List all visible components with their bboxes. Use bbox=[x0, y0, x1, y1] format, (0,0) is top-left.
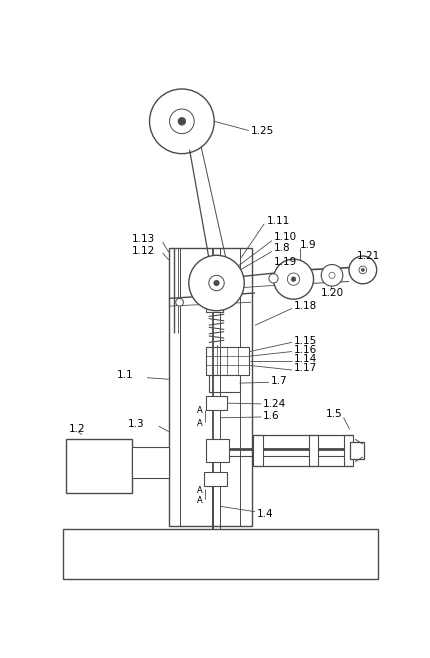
Text: A: A bbox=[197, 405, 203, 415]
Circle shape bbox=[169, 109, 194, 134]
Circle shape bbox=[269, 274, 278, 283]
Circle shape bbox=[150, 89, 214, 154]
Text: 1.3: 1.3 bbox=[128, 419, 144, 429]
Bar bbox=[132, 447, 169, 478]
Circle shape bbox=[176, 299, 184, 306]
Bar bbox=[204, 472, 227, 486]
Bar bbox=[206, 438, 229, 462]
Text: 1.10: 1.10 bbox=[274, 232, 298, 241]
Bar bbox=[254, 436, 263, 467]
Text: 1.12: 1.12 bbox=[132, 245, 155, 256]
Circle shape bbox=[329, 272, 335, 278]
Circle shape bbox=[287, 273, 300, 286]
Bar bbox=[206, 396, 227, 410]
Text: 1.25: 1.25 bbox=[251, 126, 274, 136]
Bar bbox=[344, 436, 353, 467]
Bar bbox=[206, 293, 223, 313]
Text: 1.11: 1.11 bbox=[267, 216, 290, 226]
Text: 1.18: 1.18 bbox=[294, 301, 317, 311]
Circle shape bbox=[189, 255, 244, 311]
Text: 1.6: 1.6 bbox=[263, 411, 280, 421]
Circle shape bbox=[178, 118, 186, 125]
Text: 1.5: 1.5 bbox=[326, 409, 342, 419]
Circle shape bbox=[361, 268, 364, 272]
Text: 1.14: 1.14 bbox=[294, 354, 317, 365]
Text: A: A bbox=[197, 486, 203, 495]
Text: 1.9: 1.9 bbox=[300, 240, 316, 249]
Text: 1.13: 1.13 bbox=[132, 234, 155, 244]
Text: 1.8: 1.8 bbox=[274, 243, 291, 253]
Text: A: A bbox=[197, 496, 203, 505]
Text: A: A bbox=[197, 419, 203, 428]
Text: 1.21: 1.21 bbox=[356, 251, 380, 261]
Circle shape bbox=[359, 266, 367, 274]
Bar bbox=[62, 530, 378, 580]
Text: 1.15: 1.15 bbox=[294, 336, 317, 345]
Bar bbox=[309, 436, 318, 467]
Circle shape bbox=[291, 277, 296, 282]
Text: 1.4: 1.4 bbox=[257, 509, 273, 519]
Text: 1.24: 1.24 bbox=[263, 399, 286, 409]
Circle shape bbox=[321, 265, 343, 286]
Text: 1.19: 1.19 bbox=[274, 257, 298, 267]
Bar bbox=[206, 347, 249, 374]
Text: 1.20: 1.20 bbox=[320, 288, 344, 298]
Circle shape bbox=[209, 275, 224, 291]
Bar bbox=[209, 374, 240, 392]
Bar bbox=[66, 440, 132, 494]
Text: 1.1: 1.1 bbox=[117, 370, 133, 380]
Text: 1.7: 1.7 bbox=[270, 376, 287, 386]
Bar bbox=[169, 248, 252, 526]
Circle shape bbox=[349, 256, 377, 284]
Text: 1.17: 1.17 bbox=[294, 363, 317, 374]
Text: 1.16: 1.16 bbox=[294, 345, 317, 355]
Text: 1.2: 1.2 bbox=[69, 424, 85, 434]
Circle shape bbox=[273, 259, 313, 299]
Bar bbox=[350, 442, 364, 459]
Circle shape bbox=[214, 280, 219, 286]
